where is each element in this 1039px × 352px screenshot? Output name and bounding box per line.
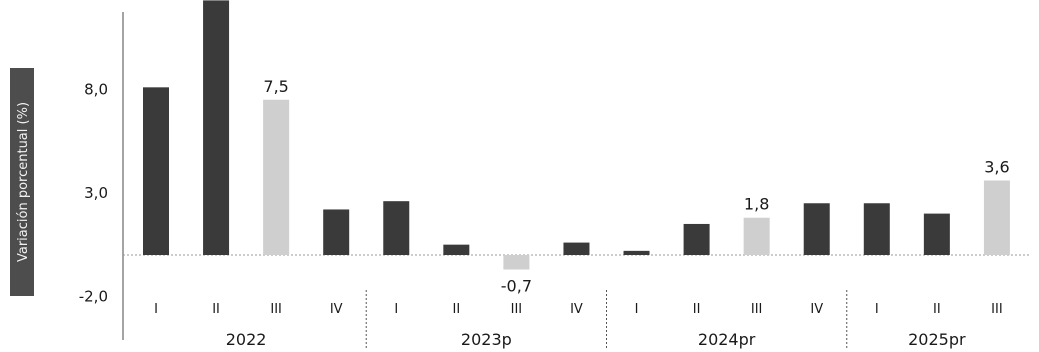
- axes: [122, 12, 1030, 340]
- x-quarter-label: III: [270, 302, 282, 317]
- bar: [983, 180, 1010, 255]
- data-label: 1,8: [744, 195, 769, 214]
- x-year-label: 2022: [226, 330, 267, 349]
- x-quarter-label: IV: [810, 302, 823, 317]
- bar: [383, 201, 410, 255]
- bar: [263, 99, 290, 255]
- y-tick-label: -2,0: [79, 287, 108, 305]
- y-tick-label: 8,0: [84, 80, 108, 98]
- y-tick-label: 3,0: [84, 184, 108, 202]
- x-quarter-label: II: [933, 302, 941, 317]
- y-axis-title: Variación porcentual (%): [16, 102, 31, 262]
- x-quarter-label: III: [751, 302, 763, 317]
- data-labels: 7,5 -0,7 1,8 3,6: [263, 77, 1009, 296]
- bar: [803, 203, 830, 255]
- x-quarter-label: III: [511, 302, 523, 317]
- bar: [143, 87, 169, 255]
- bar: [743, 217, 770, 255]
- bar: [683, 223, 710, 255]
- x-quarter-label: IV: [330, 302, 343, 317]
- bar: [503, 255, 530, 270]
- x-quarter-label: II: [212, 302, 220, 317]
- y-axis-title-background: [10, 68, 34, 296]
- data-label: 7,5: [263, 77, 288, 96]
- x-quarter-label: III: [991, 302, 1003, 317]
- y-ticks: 13,08,03,0-2,0: [79, 80, 108, 305]
- x-year-label: 2025pr: [908, 330, 966, 349]
- x-quarter-label: I: [875, 302, 879, 317]
- x-quarter-label: I: [394, 302, 398, 317]
- x-year-label: 2023p: [461, 330, 512, 349]
- y-axis-title-group: Variación porcentual (%): [10, 68, 34, 296]
- data-label: -0,7: [501, 276, 532, 295]
- x-quarter-label: I: [154, 302, 158, 317]
- x-quarter-label: II: [452, 302, 460, 317]
- data-label: 3,6: [984, 157, 1009, 176]
- bars: [143, 0, 1010, 270]
- x-quarter-label: II: [693, 302, 701, 317]
- bar: [623, 250, 650, 255]
- bar: [443, 244, 470, 255]
- bar: [203, 0, 230, 256]
- x-year-label: 2024pr: [698, 330, 756, 349]
- x-quarter-label: IV: [570, 302, 583, 317]
- bar: [563, 242, 590, 255]
- bar: [863, 203, 890, 255]
- bar: [923, 213, 950, 255]
- bar: [323, 209, 350, 255]
- x-quarter-label: I: [635, 302, 639, 317]
